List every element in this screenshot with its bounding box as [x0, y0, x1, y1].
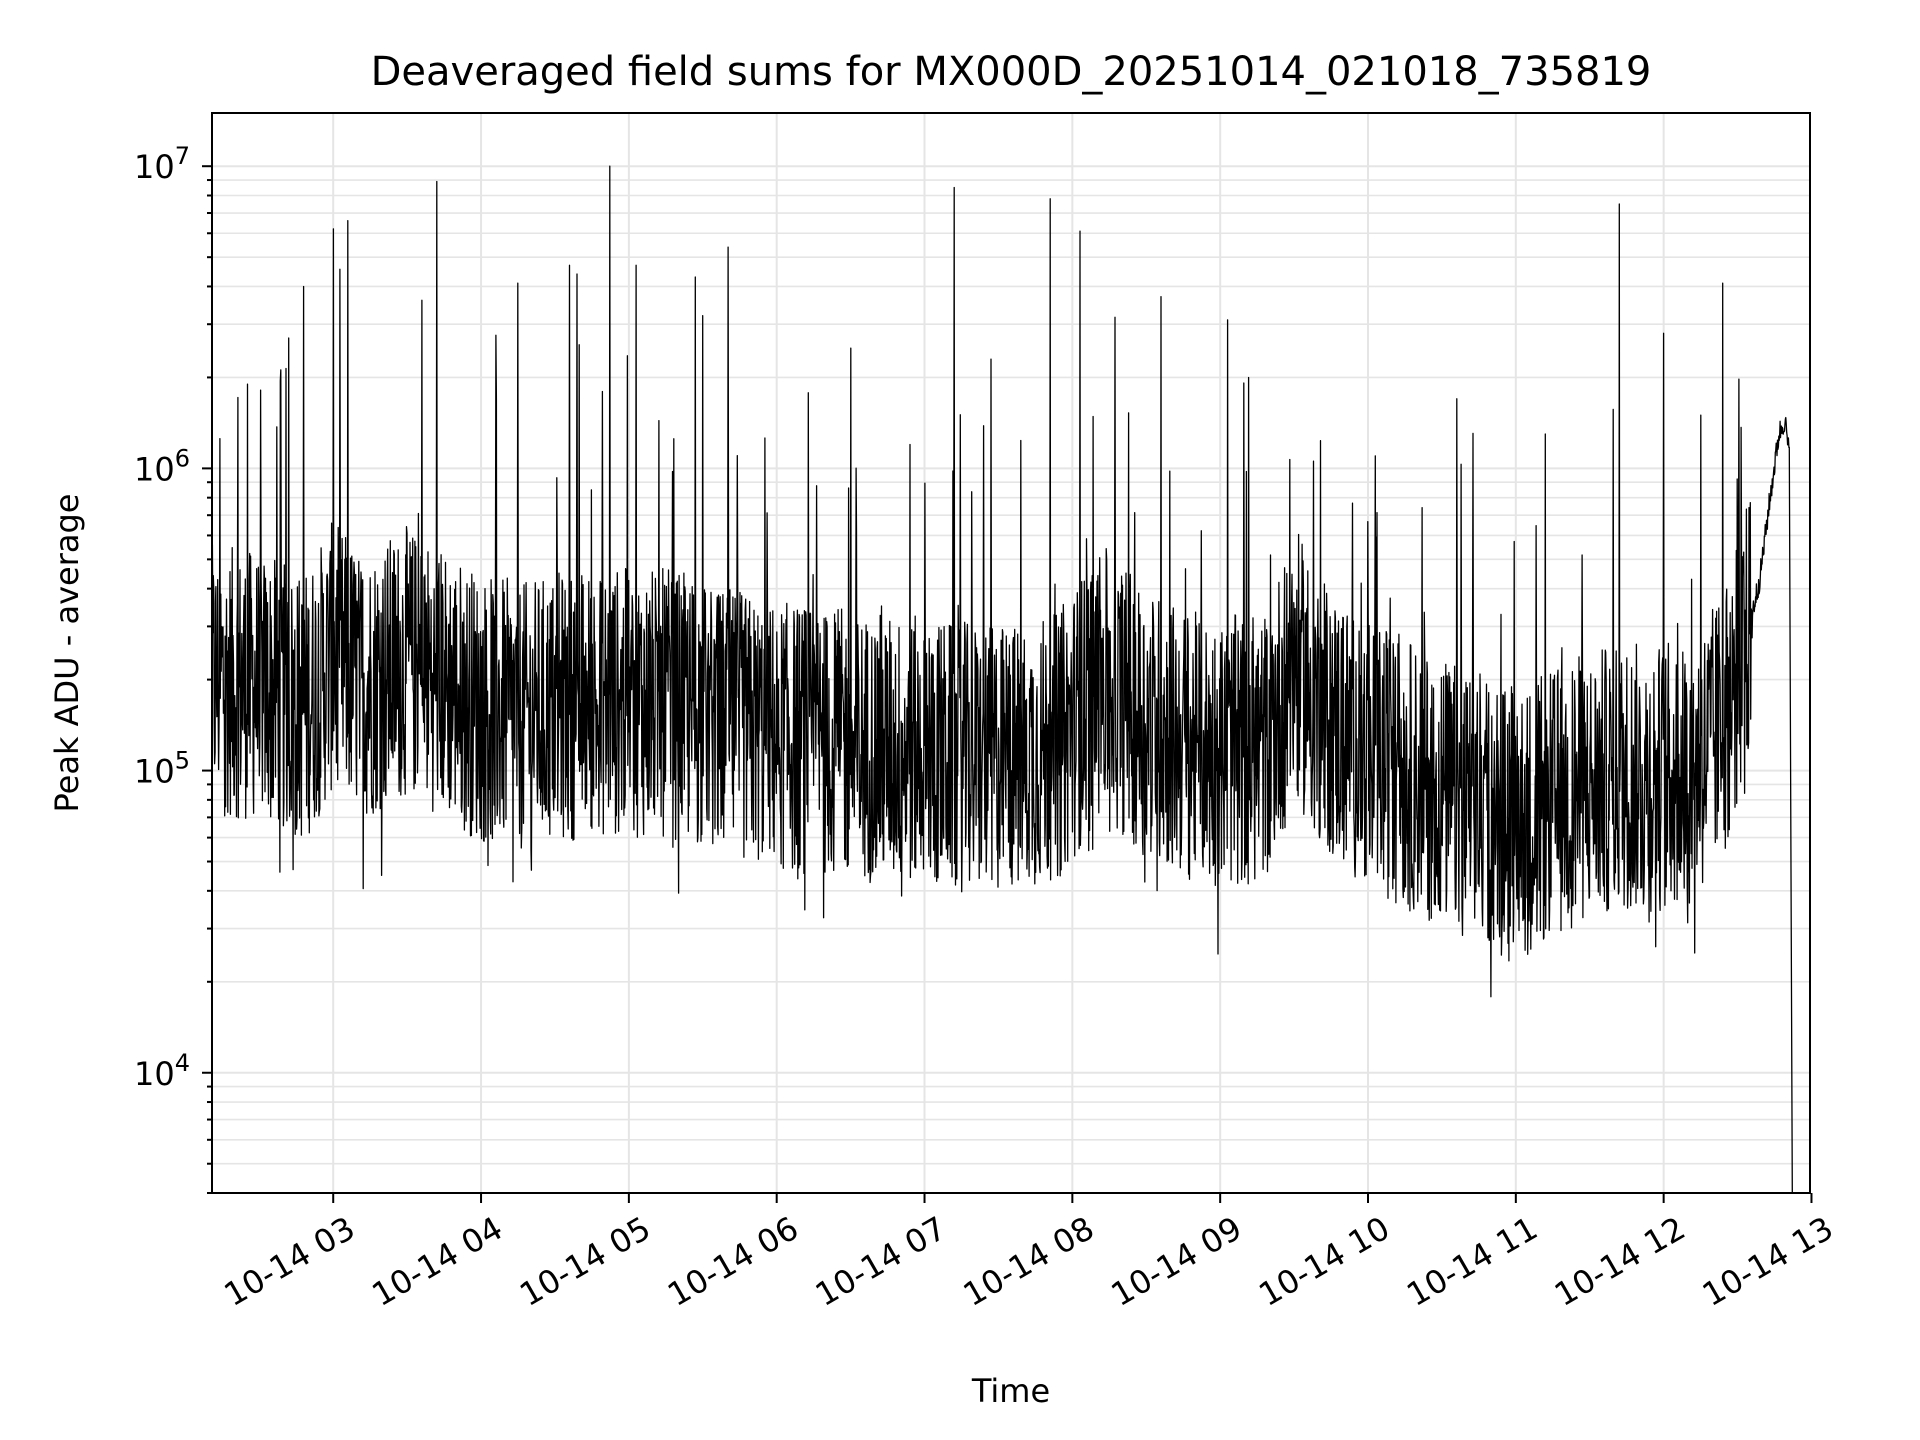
y-tick-label: 107 [134, 142, 190, 186]
x-tick-label: 10-14 06 [661, 1209, 805, 1314]
series-line [212, 165, 1793, 1193]
x-tick-label: 10-14 03 [218, 1209, 362, 1314]
x-tick-label: 10-14 04 [365, 1209, 509, 1314]
x-tick-label: 10-14 10 [1252, 1209, 1396, 1314]
y-axis-label: Peak ADU - average [48, 494, 86, 813]
x-tick-label: 10-14 11 [1400, 1209, 1544, 1314]
x-tick-label: 10-14 05 [513, 1209, 657, 1314]
x-axis-ticks: 10-14 03 10-14 04 10-14 05 10-14 06 10-14 07… [218, 1193, 1840, 1314]
y-tick-label: 105 [134, 747, 190, 791]
x-tick-label: 10-14 13 [1696, 1209, 1840, 1314]
y-tick-label: 104 [134, 1049, 190, 1093]
y-axis-ticks: 104 105 106 107 [134, 142, 212, 1194]
x-tick-label: 10-14 07 [809, 1209, 953, 1314]
chart-title: Deaveraged field sums for MX000D_2025101… [371, 49, 1652, 95]
x-tick-label: 10-14 09 [1105, 1209, 1249, 1314]
x-tick-label: 10-14 12 [1548, 1209, 1692, 1314]
y-tick-label: 106 [134, 444, 190, 488]
x-axis-label: Time [971, 1372, 1050, 1410]
plot-frame [211, 112, 1811, 1194]
axes [211, 112, 1811, 1194]
x-tick-label: 10-14 08 [957, 1209, 1101, 1314]
data-series [212, 165, 1793, 1193]
